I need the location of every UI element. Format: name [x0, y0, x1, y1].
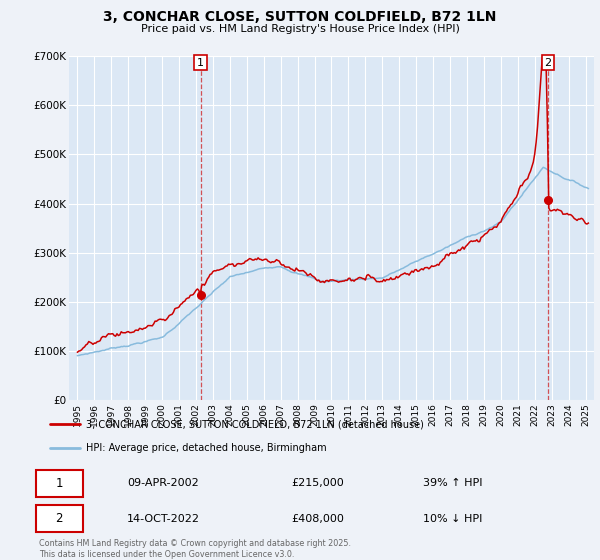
Text: 1: 1 — [197, 58, 204, 68]
Text: 14-OCT-2022: 14-OCT-2022 — [127, 514, 200, 524]
Text: £215,000: £215,000 — [292, 478, 344, 488]
Text: 3, CONCHAR CLOSE, SUTTON COLDFIELD, B72 1LN: 3, CONCHAR CLOSE, SUTTON COLDFIELD, B72 … — [103, 10, 497, 24]
Text: 10% ↓ HPI: 10% ↓ HPI — [424, 514, 482, 524]
Text: Price paid vs. HM Land Registry's House Price Index (HPI): Price paid vs. HM Land Registry's House … — [140, 24, 460, 34]
Text: 09-APR-2002: 09-APR-2002 — [127, 478, 199, 488]
Text: 3, CONCHAR CLOSE, SUTTON COLDFIELD, B72 1LN (detached house): 3, CONCHAR CLOSE, SUTTON COLDFIELD, B72 … — [86, 419, 424, 430]
Text: Contains HM Land Registry data © Crown copyright and database right 2025.
This d: Contains HM Land Registry data © Crown c… — [39, 539, 351, 559]
FancyBboxPatch shape — [36, 470, 83, 497]
Text: 2: 2 — [56, 512, 63, 525]
FancyBboxPatch shape — [36, 505, 83, 532]
Text: 1: 1 — [56, 477, 63, 490]
Text: HPI: Average price, detached house, Birmingham: HPI: Average price, detached house, Birm… — [86, 443, 326, 453]
Text: 2: 2 — [545, 58, 551, 68]
Text: 39% ↑ HPI: 39% ↑ HPI — [424, 478, 483, 488]
Text: £408,000: £408,000 — [292, 514, 344, 524]
